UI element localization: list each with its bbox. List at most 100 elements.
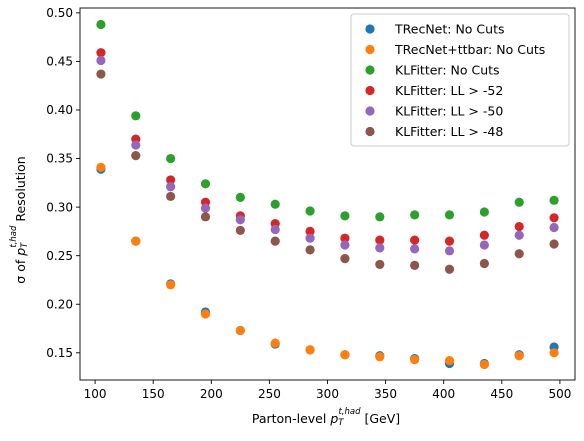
data-point-series-3 <box>166 153 176 164</box>
data-point-series-6 <box>340 253 350 264</box>
data-point-series-2 <box>96 162 106 172</box>
data-point-series-6 <box>270 236 280 246</box>
data-point-series-2 <box>410 355 420 365</box>
legend-label: TRecNet: No Cuts <box>394 22 505 37</box>
data-point-series-4 <box>410 235 420 245</box>
data-point-series-2 <box>235 325 245 336</box>
data-point-series-4 <box>375 235 385 245</box>
data-point-series-4 <box>479 230 489 240</box>
data-point-series-2 <box>549 348 559 358</box>
legend-box <box>350 13 570 147</box>
data-point-series-2 <box>375 352 385 362</box>
legend-marker <box>365 65 375 75</box>
data-point-series-6 <box>166 191 176 202</box>
x-tick-label: 250 <box>258 387 281 401</box>
plot-area <box>79 7 576 381</box>
data-point-series-5 <box>270 224 280 235</box>
legend-marker <box>365 126 375 137</box>
legend-label: KLFitter: No Cuts <box>395 63 500 78</box>
data-point-series-2 <box>514 351 524 361</box>
y-tick-label: 0.50 <box>46 6 73 20</box>
legend: TRecNet: No Cuts TRecNet+ttbar: No Cuts KL… <box>350 13 570 147</box>
y-axis-label: σ of pTt,had Resolution <box>9 156 30 283</box>
x-tick-label: 500 <box>548 387 571 401</box>
data-point-series-2 <box>305 345 315 355</box>
data-point-series-3 <box>340 211 350 221</box>
data-point-series-6 <box>375 259 385 270</box>
y-tick-label: 0.20 <box>46 297 73 311</box>
data-point-series-2 <box>200 309 211 319</box>
x-tick-label: 200 <box>200 387 223 401</box>
data-point-series-4 <box>340 233 350 243</box>
legend-label: KLFitter: LL > -50 <box>395 104 503 119</box>
data-point-series-4 <box>166 175 176 185</box>
data-point-series-5 <box>96 55 106 66</box>
data-point-series-6 <box>444 264 455 274</box>
y-tick-label: 0.40 <box>46 103 73 117</box>
data-point-series-6 <box>305 245 315 255</box>
x-tick-label: 100 <box>84 387 107 401</box>
data-point-series-4 <box>549 213 559 223</box>
data-point-series-3 <box>235 192 245 202</box>
data-point-series-6 <box>96 69 106 79</box>
data-point-series-3 <box>549 195 559 205</box>
data-point-series-4 <box>444 236 455 246</box>
data-point-series-3 <box>514 197 524 207</box>
data-point-series-5 <box>410 244 420 254</box>
x-tick-label: 150 <box>142 387 165 401</box>
data-point-series-3 <box>479 207 489 217</box>
data-point-series-5 <box>131 140 141 150</box>
data-point-series-4 <box>96 48 106 58</box>
data-point-series-2 <box>340 350 350 360</box>
data-point-series-6 <box>131 151 141 161</box>
data-point-series-6 <box>479 258 489 269</box>
legend-label: KLFitter: LL > -52 <box>395 83 503 98</box>
data-point-series-5 <box>514 230 524 240</box>
data-point-series-3 <box>270 199 280 209</box>
y-tick-label: 0.45 <box>46 55 73 69</box>
legend-marker <box>365 44 375 55</box>
data-point-series-2 <box>270 338 280 348</box>
data-point-series-3 <box>131 111 141 121</box>
data-point-series-5 <box>375 243 385 253</box>
data-point-series-5 <box>340 240 350 250</box>
axis-ticks: 100 150 200 250 300 350 400 450 500 0.15 0.20 0.25 0… <box>46 6 571 401</box>
data-point-series-5 <box>200 203 211 213</box>
data-point-series-3 <box>305 206 315 216</box>
data-point-series-3 <box>444 210 455 220</box>
data-point-series-5 <box>166 182 176 192</box>
legend-marker <box>365 85 375 96</box>
data-point-series-3 <box>410 210 420 220</box>
legend-label: KLFitter: LL > -48 <box>395 124 503 139</box>
legend-marker <box>365 24 375 34</box>
x-tick-label: 400 <box>432 387 455 401</box>
data-point-series-6 <box>514 249 524 259</box>
legend-label: TRecNet+ttbar: No Cuts <box>394 42 545 57</box>
data-point-series-6 <box>200 212 211 222</box>
y-tick-label: 0.25 <box>46 249 73 263</box>
data-point-series-2 <box>479 359 489 370</box>
data-point-series-2 <box>131 236 141 246</box>
y-tick-label: 0.15 <box>46 346 73 360</box>
data-point-series-5 <box>444 246 455 256</box>
data-point-series-5 <box>235 215 245 225</box>
y-tick-label: 0.30 <box>46 200 73 214</box>
data-point-series-6 <box>235 225 245 236</box>
x-axis-label: Parton-level pTt,had [GeV] <box>252 407 400 428</box>
data-point-series-4 <box>305 226 315 236</box>
data-point-series-5 <box>479 240 489 250</box>
data-point-series-5 <box>549 222 559 233</box>
data-point-series-3 <box>375 212 385 222</box>
data-point-series-3 <box>200 179 211 189</box>
data-point-series-6 <box>549 239 559 249</box>
x-tick-label: 300 <box>316 387 339 401</box>
data-point-series-3 <box>96 19 106 30</box>
y-tick-label: 0.35 <box>46 152 73 166</box>
x-tick-label: 450 <box>490 387 513 401</box>
legend-marker <box>365 106 375 116</box>
data-point-series-5 <box>305 233 315 243</box>
data-point-series-6 <box>410 260 420 270</box>
data-point-series-2 <box>444 355 455 366</box>
data-point-series-2 <box>166 280 176 290</box>
